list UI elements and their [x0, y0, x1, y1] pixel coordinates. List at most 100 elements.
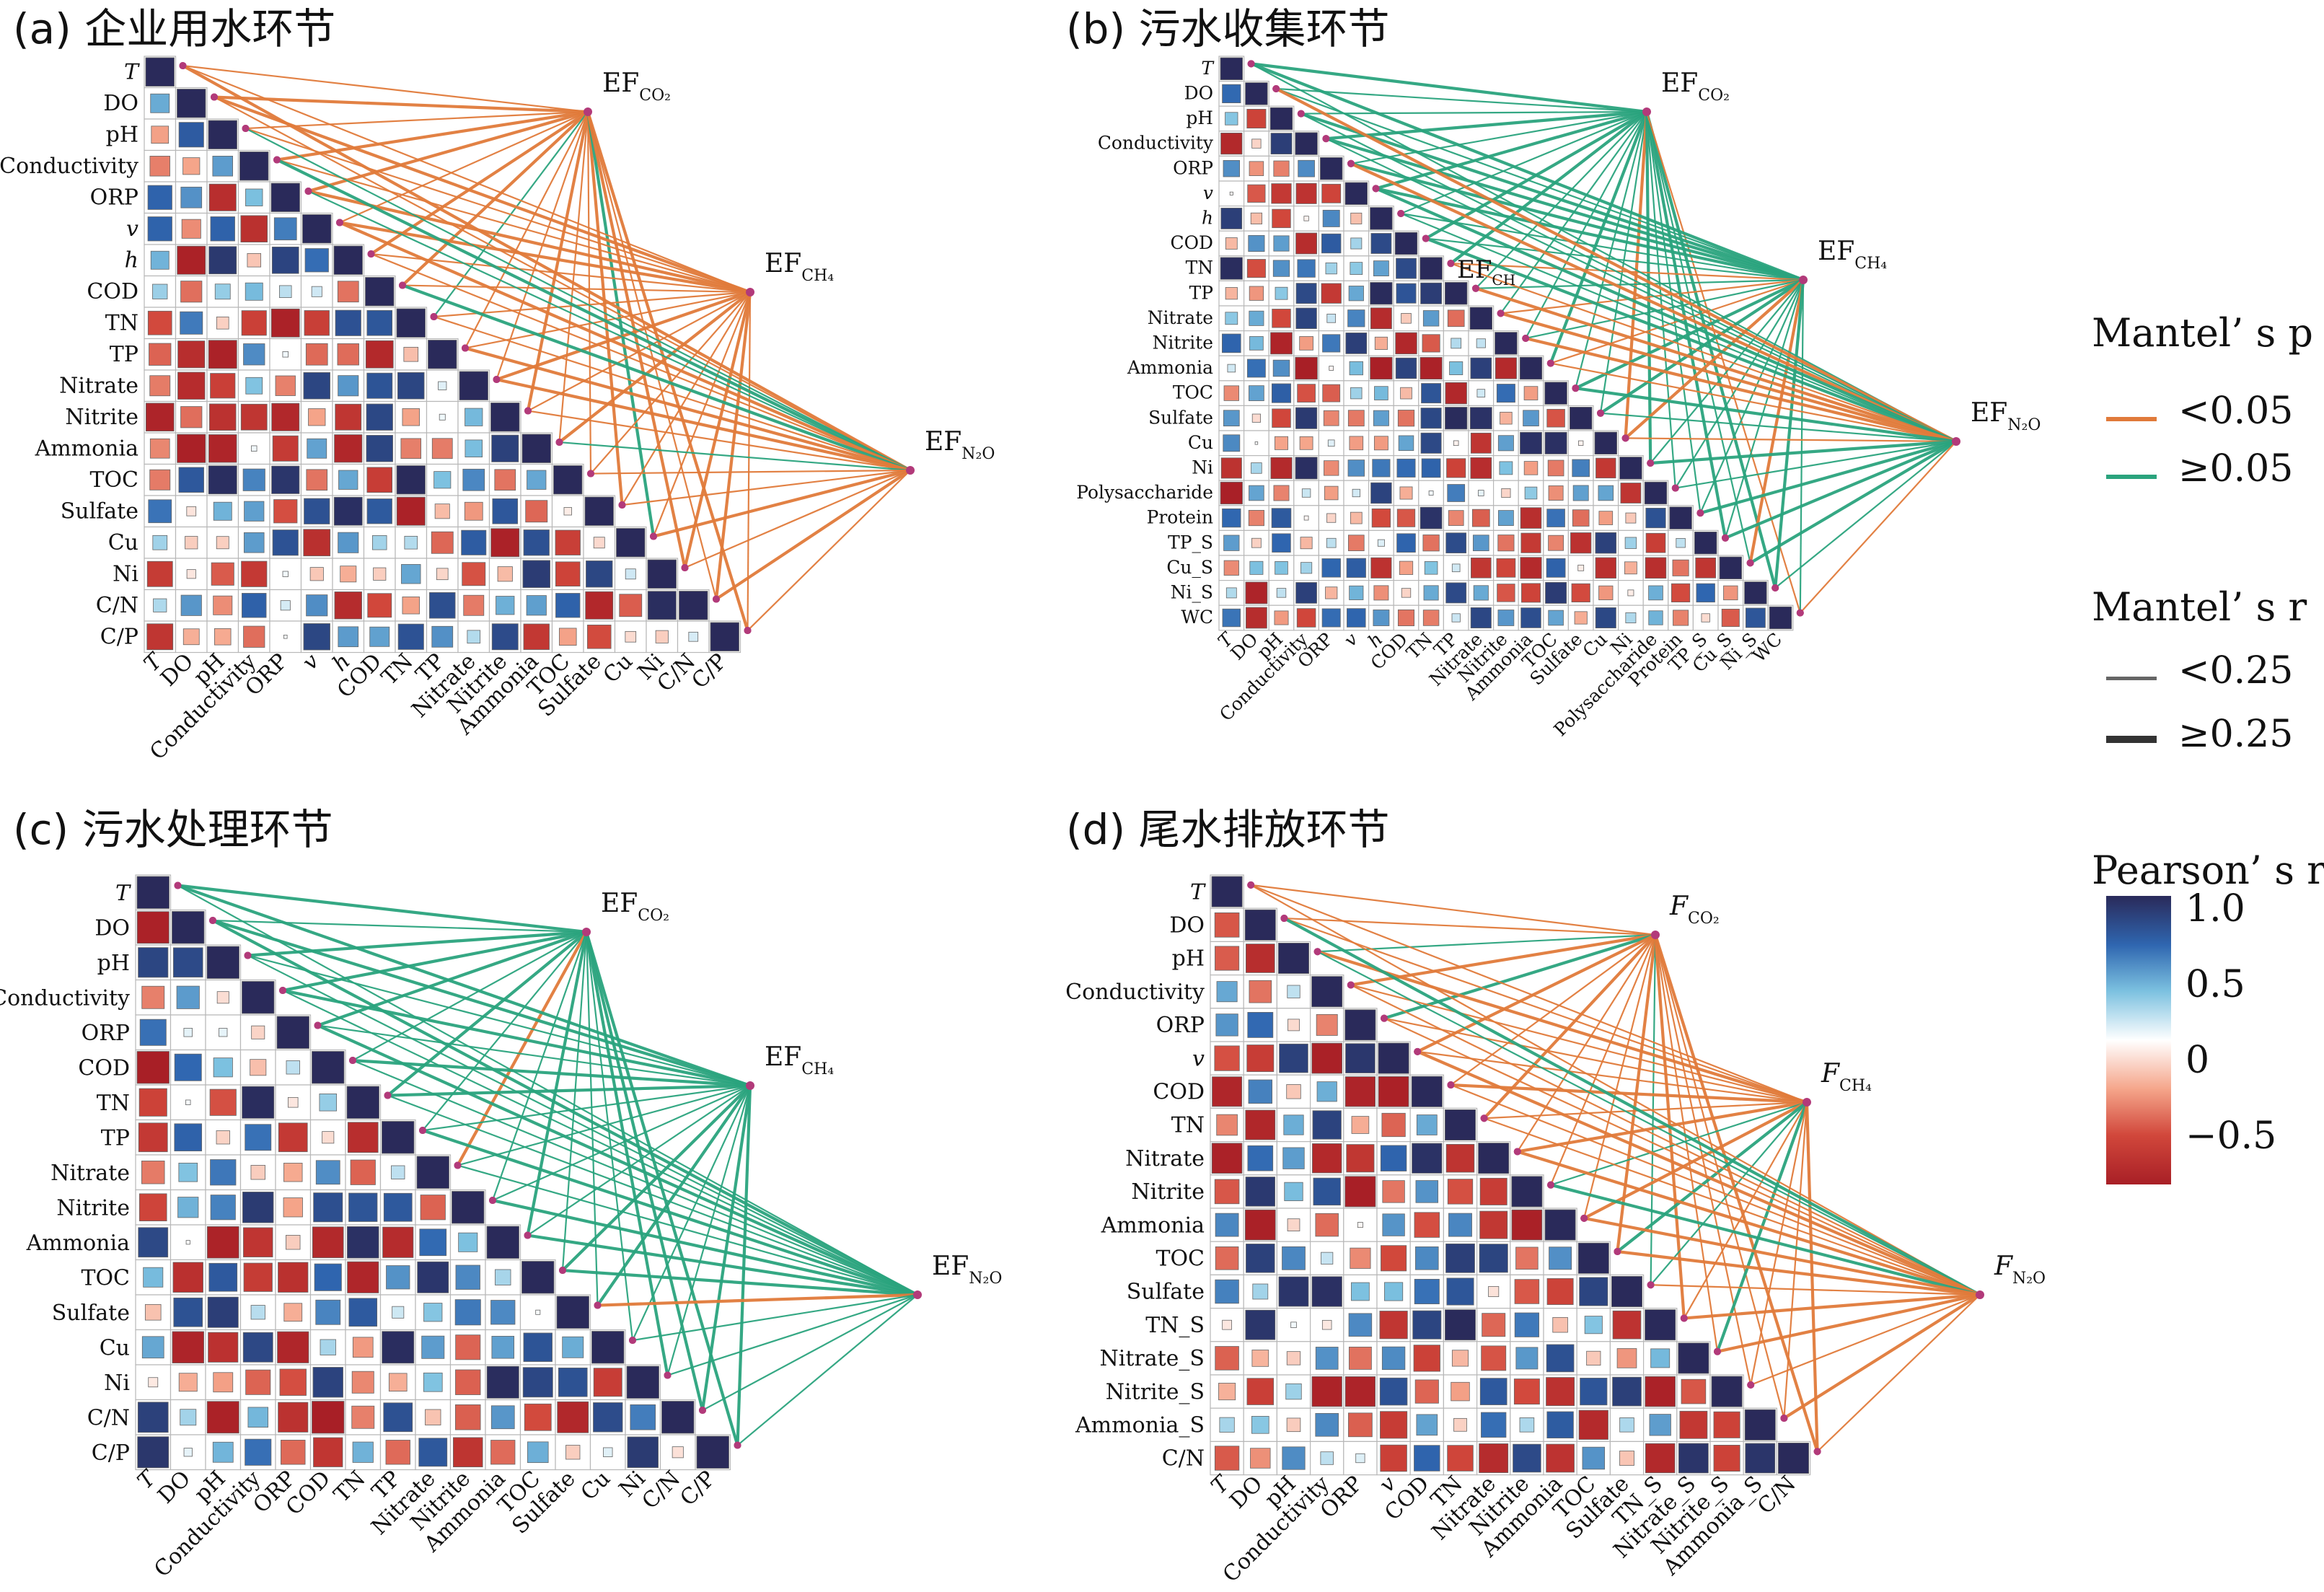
corr-cell-ammonia-t	[1227, 364, 1236, 373]
corr-cell-sulfate-tp	[1445, 407, 1468, 430]
corr-cell-sulfate-tn	[1446, 1277, 1474, 1306]
corr-cell-tp-cod	[365, 340, 394, 369]
link-node	[1372, 185, 1380, 193]
corr-cell-nitrite-nitrate	[465, 408, 483, 426]
link-node	[1722, 534, 1729, 542]
row-label-cu: Cu	[100, 1335, 130, 1360]
corr-cell-nitrate-ph	[210, 373, 236, 399]
link-node	[734, 1441, 741, 1449]
mantel-link-do-2	[1283, 917, 1981, 1296]
corr-cell-protein-cu	[1598, 511, 1614, 525]
corr-cell-ph-do	[172, 947, 203, 978]
corr-cell-ni-sulfate	[586, 560, 613, 588]
corr-cell-c-p-ammonia	[490, 1440, 516, 1465]
corr-cell-ammonia-nitrite	[491, 434, 519, 462]
target-node	[1642, 107, 1651, 116]
corr-cell-nitrate-orp	[1326, 313, 1337, 323]
corr-cell-protein-sulfate	[1572, 509, 1590, 527]
link-node	[1480, 1114, 1488, 1122]
corr-cell-nitrite-ph	[209, 403, 237, 431]
corr-cell-sulfate-nitrite	[1514, 1279, 1540, 1304]
corr-cell-toc-ph	[208, 465, 237, 495]
mantel-link-sulfate-2	[622, 469, 911, 506]
mantel-link-wc-2	[1799, 441, 1957, 614]
mantel-link-nitrite-s-0	[1654, 934, 1752, 1386]
corr-cell-toc-conductivity	[1297, 384, 1316, 403]
corr-cell-conductivity-t	[141, 985, 165, 1009]
row-label-h: h	[125, 247, 138, 273]
link-node	[1322, 135, 1330, 143]
mantel-link-do-2	[1275, 87, 1957, 443]
corr-cell-toc-t	[143, 1267, 164, 1288]
corr-cell-nitrate-s-ammonia	[1546, 1344, 1575, 1373]
link-node	[1347, 981, 1355, 989]
corr-cell-ammonia-conductivity	[251, 445, 258, 452]
corr-cell-ammonia-v	[1349, 361, 1363, 376]
corr-cell-cod-t	[1225, 237, 1238, 250]
mantel-link-nitrite-1	[1550, 1101, 1808, 1186]
row-label-toc: TOC	[81, 1265, 130, 1290]
corr-cell-cod-ph	[1273, 235, 1290, 252]
corr-cell-ammonia-do	[1247, 359, 1266, 378]
link-node	[1522, 334, 1530, 342]
corr-cell-tn-s-cod	[1412, 1310, 1442, 1340]
corr-cell-nitrite-tn	[402, 408, 420, 426]
corr-cell-toc-t	[1223, 385, 1239, 401]
corr-cell-tn-do	[1246, 259, 1266, 278]
mantel-link-nitrate-0	[456, 931, 588, 1166]
corr-cell-cu-cu	[616, 528, 646, 558]
corr-cell-c-n-toc	[555, 593, 581, 618]
corr-cell-tp-t	[1225, 287, 1238, 300]
corr-cell-wc-tp-s	[1701, 613, 1710, 623]
corr-cell-toc-t	[1215, 1246, 1239, 1270]
corr-cell-nitrite-ph	[1270, 332, 1293, 355]
corr-cell-cu-nitrite	[455, 1334, 481, 1360]
corr-cell-cu-orp	[277, 1331, 309, 1363]
corr-cell-ni-h	[1372, 459, 1391, 478]
corr-cell-ammonia-conductivity	[243, 1227, 273, 1257]
corr-cell-wc-wc	[1769, 606, 1792, 630]
mantel-link-orp-0	[317, 931, 587, 1027]
mantel-link-sulfate-2	[1650, 1284, 1981, 1296]
mantel-link-v-2	[339, 221, 911, 472]
corr-cell-cu-t	[141, 1336, 164, 1359]
corr-cell-protein-do	[1248, 510, 1264, 527]
row-label-t: T	[1190, 879, 1206, 905]
corr-cell-c-n-ammonia	[490, 1405, 515, 1430]
corr-cell-nitrate-orp	[1346, 1144, 1375, 1173]
corr-cell-conductivity-ph	[1287, 985, 1300, 998]
corr-cell-h-t	[1220, 208, 1243, 229]
row-label-cu: Cu	[1188, 432, 1213, 453]
corr-cell-orp-orp	[1344, 1009, 1376, 1041]
corr-cell-v-v	[1344, 182, 1368, 206]
mantel-link-t-1	[1250, 884, 1808, 1104]
row-label-tn: TN	[1186, 258, 1213, 278]
mantel-link-ni-1	[1650, 279, 1804, 464]
mantel-link-cu-2	[1625, 437, 1957, 443]
corr-cell-c-p-conductivity	[243, 625, 265, 648]
corr-cell-polysaccharide-nitrite	[1501, 488, 1511, 498]
link-node	[399, 281, 406, 289]
corr-cell-c-n-conductivity	[242, 593, 267, 618]
corr-cell-tn-cod	[366, 309, 393, 336]
corr-cell-nitrite-s-tn-s	[1645, 1376, 1676, 1407]
corr-cell-c-n-nitrite	[1513, 1443, 1541, 1473]
corr-cell-toc-tn	[1445, 1243, 1475, 1273]
cell-frame	[1567, 480, 1594, 506]
col-label-cu: Cu	[599, 648, 638, 688]
link-node	[493, 376, 501, 384]
corr-cell-sulfate-nitrate	[464, 501, 483, 521]
corr-cell-wc-ammonia	[1520, 607, 1541, 628]
link-node	[524, 1231, 532, 1239]
colorbar-tick-1: 1.0	[2186, 887, 2245, 931]
corr-cell-tn-v	[1381, 1112, 1406, 1138]
corr-cell-sulfate-conductivity	[250, 1305, 265, 1320]
cell-frame	[1518, 480, 1544, 506]
corr-cell-tn-tn	[1420, 257, 1443, 280]
corr-cell-nitrite-tn	[1422, 334, 1440, 353]
row-label-conductivity: Conductivity	[1098, 133, 1213, 154]
row-label-ni: Ni	[104, 1371, 130, 1396]
corr-cell-ni-s-do	[1245, 581, 1268, 604]
corr-cell-c-n-ph	[213, 595, 233, 615]
corr-cell-nitrate-tn	[350, 1159, 376, 1185]
